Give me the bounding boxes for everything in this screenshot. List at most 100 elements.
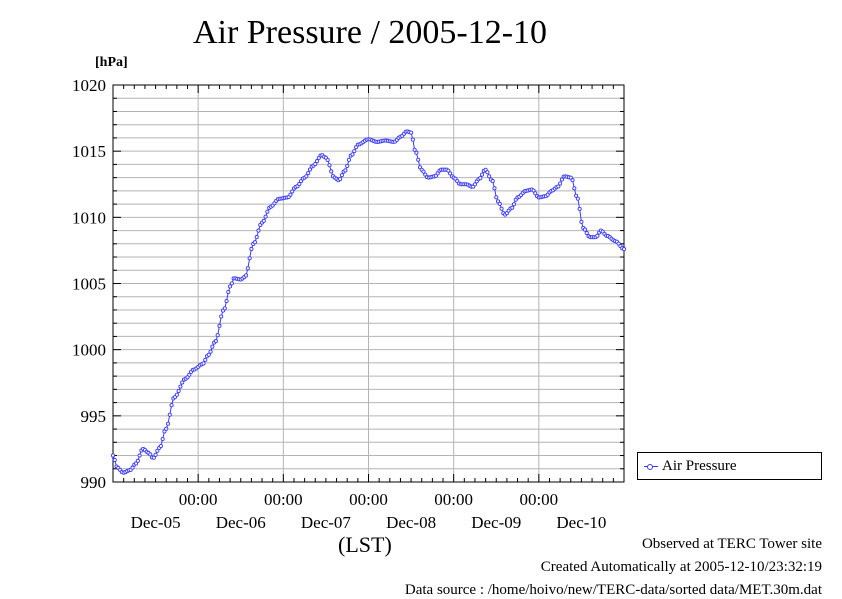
data-point: [201, 361, 206, 366]
data-point: [416, 157, 421, 162]
data-point: [167, 412, 172, 417]
x-tick-date-label: Dec-06: [216, 513, 266, 532]
footer-source: Data source : /home/hoivo/new/TERC-data/…: [404, 582, 822, 598]
data-point: [137, 453, 142, 458]
x-tick-time-label: 00:00: [434, 490, 473, 509]
data-point: [421, 169, 426, 174]
data-point: [329, 169, 334, 174]
data-point: [160, 436, 165, 442]
data-point: [180, 380, 185, 385]
data-point: [338, 176, 343, 182]
footer-site: Observed at TERC Tower site: [641, 536, 822, 552]
y-tick-label: 1005: [72, 275, 106, 294]
data-point: [497, 201, 502, 206]
data-point: [213, 339, 218, 344]
data-point: [130, 465, 135, 470]
data-point: [531, 188, 536, 193]
data-point: [533, 191, 538, 196]
data-point: [208, 349, 213, 354]
y-tick-label: 1010: [72, 208, 106, 227]
data-point: [165, 421, 171, 426]
y-tick-label: 995: [81, 407, 107, 426]
data-point: [174, 392, 179, 397]
data-point: [448, 171, 453, 176]
data-point: [345, 163, 350, 169]
data-point: [494, 195, 499, 200]
data-point: [226, 289, 231, 295]
data-point: [256, 228, 261, 233]
data-point: [346, 157, 352, 162]
data-point: [215, 333, 220, 338]
data-point: [572, 186, 577, 191]
x-tick-time-label: 00:00: [349, 490, 388, 509]
data-point: [112, 457, 117, 463]
x-tick-date-label: Dec-05: [131, 513, 181, 532]
data-point: [412, 147, 417, 152]
data-point: [148, 452, 153, 457]
data-point: [582, 227, 588, 232]
data-point: [135, 458, 140, 463]
y-tick-label: 1020: [72, 76, 106, 95]
legend-label: Air Pressure: [662, 458, 737, 474]
data-point: [409, 130, 414, 135]
data-point: [556, 184, 561, 189]
data-point: [446, 168, 451, 173]
data-point: [313, 162, 318, 167]
data-point: [290, 189, 295, 194]
data-point: [595, 233, 600, 238]
data-point: [187, 372, 192, 377]
data-point: [325, 157, 330, 163]
data-point: [158, 443, 163, 449]
x-tick-time-label: 00:00: [519, 490, 558, 509]
data-point: [249, 246, 254, 252]
data-point: [261, 218, 266, 223]
data-point: [304, 174, 309, 179]
data-point: [224, 298, 229, 304]
y-tick-label: 990: [81, 473, 107, 492]
series-air-pressure: [110, 129, 627, 475]
data-point: [327, 163, 332, 168]
data-point: [472, 182, 478, 187]
data-point: [577, 206, 582, 211]
data-point: [579, 219, 584, 224]
data-point: [435, 171, 440, 176]
data-point: [559, 177, 564, 182]
data-point: [169, 403, 174, 408]
data-point: [570, 178, 575, 183]
x-tick-date-label: Dec-09: [471, 513, 521, 532]
data-point: [511, 202, 517, 207]
x-tick-time-label: 00:00: [179, 490, 218, 509]
data-point: [478, 176, 483, 181]
data-point: [263, 214, 268, 219]
data-point: [110, 453, 116, 458]
footer-created: Created Automatically at 2005-12-10/23:3…: [540, 559, 822, 575]
data-point: [176, 388, 181, 394]
data-point: [254, 235, 259, 240]
data-point: [297, 181, 302, 187]
data-point: [480, 172, 485, 177]
data-point: [219, 314, 224, 319]
data-point: [574, 193, 579, 198]
data-point: [228, 284, 233, 289]
chart-title: Air Pressure / 2005-12-10: [192, 14, 548, 51]
data-point: [584, 230, 589, 236]
data-point: [510, 205, 515, 210]
data-point: [314, 159, 320, 164]
data-point: [222, 306, 227, 311]
data-point: [575, 196, 580, 201]
y-tick-label: 1015: [72, 142, 106, 161]
x-tick-date-label: Dec-08: [386, 513, 436, 532]
x-tick-date-label: Dec-07: [301, 513, 352, 532]
data-point: [339, 173, 344, 178]
data-point: [410, 137, 415, 142]
data-point: [352, 149, 357, 154]
data-point: [151, 455, 156, 460]
data-point: [343, 168, 348, 173]
x-tick-date-label: Dec-10: [556, 513, 606, 532]
legend: Air Pressure: [637, 452, 822, 480]
data-point: [244, 273, 249, 278]
data-point: [307, 167, 312, 172]
data-point: [178, 384, 183, 389]
data-point: [487, 174, 492, 179]
